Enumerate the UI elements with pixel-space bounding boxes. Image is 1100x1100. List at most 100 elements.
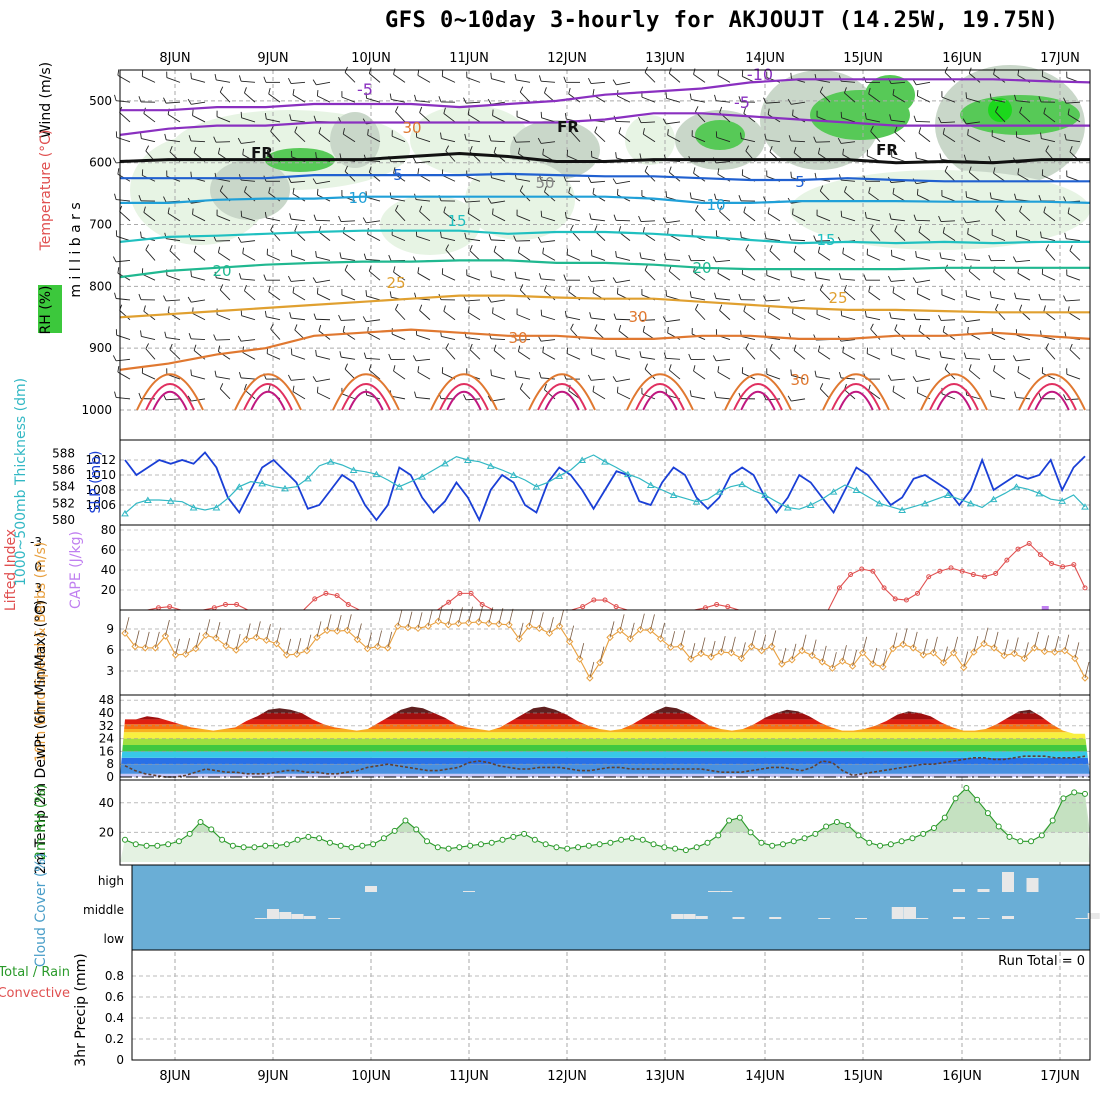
rh-tick: 40 xyxy=(99,796,114,810)
rh-marker xyxy=(316,835,323,842)
contour-label: 20 xyxy=(212,262,231,280)
surface-wind-barb xyxy=(559,610,564,627)
rh-marker xyxy=(499,836,506,843)
date-label-bottom: 13JUN xyxy=(645,1069,685,1084)
li-tick: 0 xyxy=(34,560,42,574)
surface-wind-barb xyxy=(377,630,383,647)
wind-speed-marker xyxy=(677,642,685,651)
lifted-index-marker xyxy=(468,590,474,596)
rh-tick: 20 xyxy=(99,825,114,839)
surface-wind-barb xyxy=(791,643,797,660)
surface-wind-barb xyxy=(134,630,140,647)
lifted-index-marker xyxy=(982,574,988,580)
high-cloud-bar xyxy=(365,886,377,892)
mid-cloud-bar xyxy=(328,918,341,919)
mid-cloud-bar xyxy=(916,918,929,919)
wind-speed-marker xyxy=(899,640,907,649)
mid-cloud-bar xyxy=(953,917,965,919)
pressure-axis-label: m i l l i b a r s xyxy=(68,202,84,297)
surface-wind-barb xyxy=(831,652,837,669)
cloud-level-label: middle xyxy=(83,903,124,917)
surface-wind-barb xyxy=(1064,634,1070,651)
lifted-index-marker xyxy=(591,597,597,603)
surface-wind-barb xyxy=(589,661,595,679)
rh-marker xyxy=(650,841,657,848)
rh-marker xyxy=(370,841,377,848)
rh-marker xyxy=(823,823,830,830)
lifted-index-marker xyxy=(1026,541,1032,547)
lifted-index-marker xyxy=(870,568,876,574)
lifted-index-marker xyxy=(580,604,586,610)
rh-marker xyxy=(898,838,905,845)
lifted-index-marker xyxy=(613,604,619,610)
wind-speed-marker xyxy=(626,635,634,643)
rh-marker xyxy=(585,842,592,849)
surface-wind-barb xyxy=(245,623,251,640)
surface-wind-barb xyxy=(670,631,676,648)
rh-marker xyxy=(747,829,754,836)
rh-blob xyxy=(988,98,1012,122)
precip-legend-convective: Convective xyxy=(0,986,70,1001)
date-label-top: 13JUN xyxy=(645,51,685,66)
lifted-index-marker xyxy=(926,574,932,580)
mid-cloud-bar xyxy=(732,917,745,919)
wind-speed-marker xyxy=(858,649,867,657)
mid-cloud-bar xyxy=(1087,913,1100,919)
rh-marker xyxy=(1028,838,1035,845)
rh-marker xyxy=(273,842,280,849)
temp-tick: 48 xyxy=(99,693,114,707)
contour-label: -10 xyxy=(747,65,773,84)
rh-blob xyxy=(790,170,1090,250)
thickness-marker xyxy=(121,509,129,517)
surface-wind-barb xyxy=(538,612,544,629)
thickness-marker xyxy=(623,470,632,478)
temp-band xyxy=(120,757,1090,765)
contour-label: 10 xyxy=(348,189,367,207)
warm-contour xyxy=(635,383,685,411)
rh-marker xyxy=(348,844,355,851)
lifted-index-marker xyxy=(167,604,173,610)
thickness-marker xyxy=(486,462,495,469)
isotherm-5 xyxy=(120,172,1090,183)
surface-wind-barb xyxy=(1003,639,1009,656)
rh-marker xyxy=(974,796,981,803)
thickness-line xyxy=(124,454,1086,514)
surface-wind-barb xyxy=(821,645,827,662)
rh-marker xyxy=(693,844,700,851)
lifted-index-marker xyxy=(848,572,854,578)
rh-marker xyxy=(326,839,333,846)
cloud-level-label: high xyxy=(98,874,124,888)
temp-band xyxy=(120,724,1090,729)
rh-marker xyxy=(359,842,366,849)
contour-label: 30 xyxy=(402,119,421,137)
cape-label: CAPE (J/kg) xyxy=(68,531,84,609)
lifted-index-marker xyxy=(312,596,318,602)
thickness-marker xyxy=(783,504,792,511)
date-label-bottom: 17JUN xyxy=(1040,1069,1080,1084)
wind-speed-marker xyxy=(404,623,412,632)
surface-wind-barb xyxy=(357,623,362,640)
lifted-index-marker xyxy=(222,601,228,607)
date-label-bottom: 9JUN xyxy=(257,1069,288,1084)
lifted-index-marker xyxy=(859,566,865,572)
wind-speed-marker xyxy=(707,653,715,661)
surface-wind-barb xyxy=(599,646,605,663)
surface-wind-barb xyxy=(872,647,878,665)
rh-marker xyxy=(251,844,258,851)
warm-contour xyxy=(243,383,293,411)
cape-tick: 80 xyxy=(101,523,116,537)
surface-wind-barb xyxy=(255,621,261,638)
rh-marker xyxy=(229,842,236,849)
surface-wind-barb xyxy=(407,611,413,628)
warm-contour xyxy=(740,391,776,411)
rh-blob xyxy=(865,75,915,115)
rh-marker xyxy=(521,830,528,837)
chart-title: GFS 0~10day 3-hourly for AKJOUJT (14.25W… xyxy=(385,8,1059,33)
temp-band xyxy=(120,729,1090,733)
wind-tick: 6 xyxy=(106,643,114,657)
isotherm--5 xyxy=(119,112,1090,136)
rh-marker xyxy=(758,839,765,846)
surface-wind-barb xyxy=(1034,631,1039,648)
wind-speed-marker xyxy=(970,648,978,656)
wind-speed-marker xyxy=(1010,649,1018,658)
